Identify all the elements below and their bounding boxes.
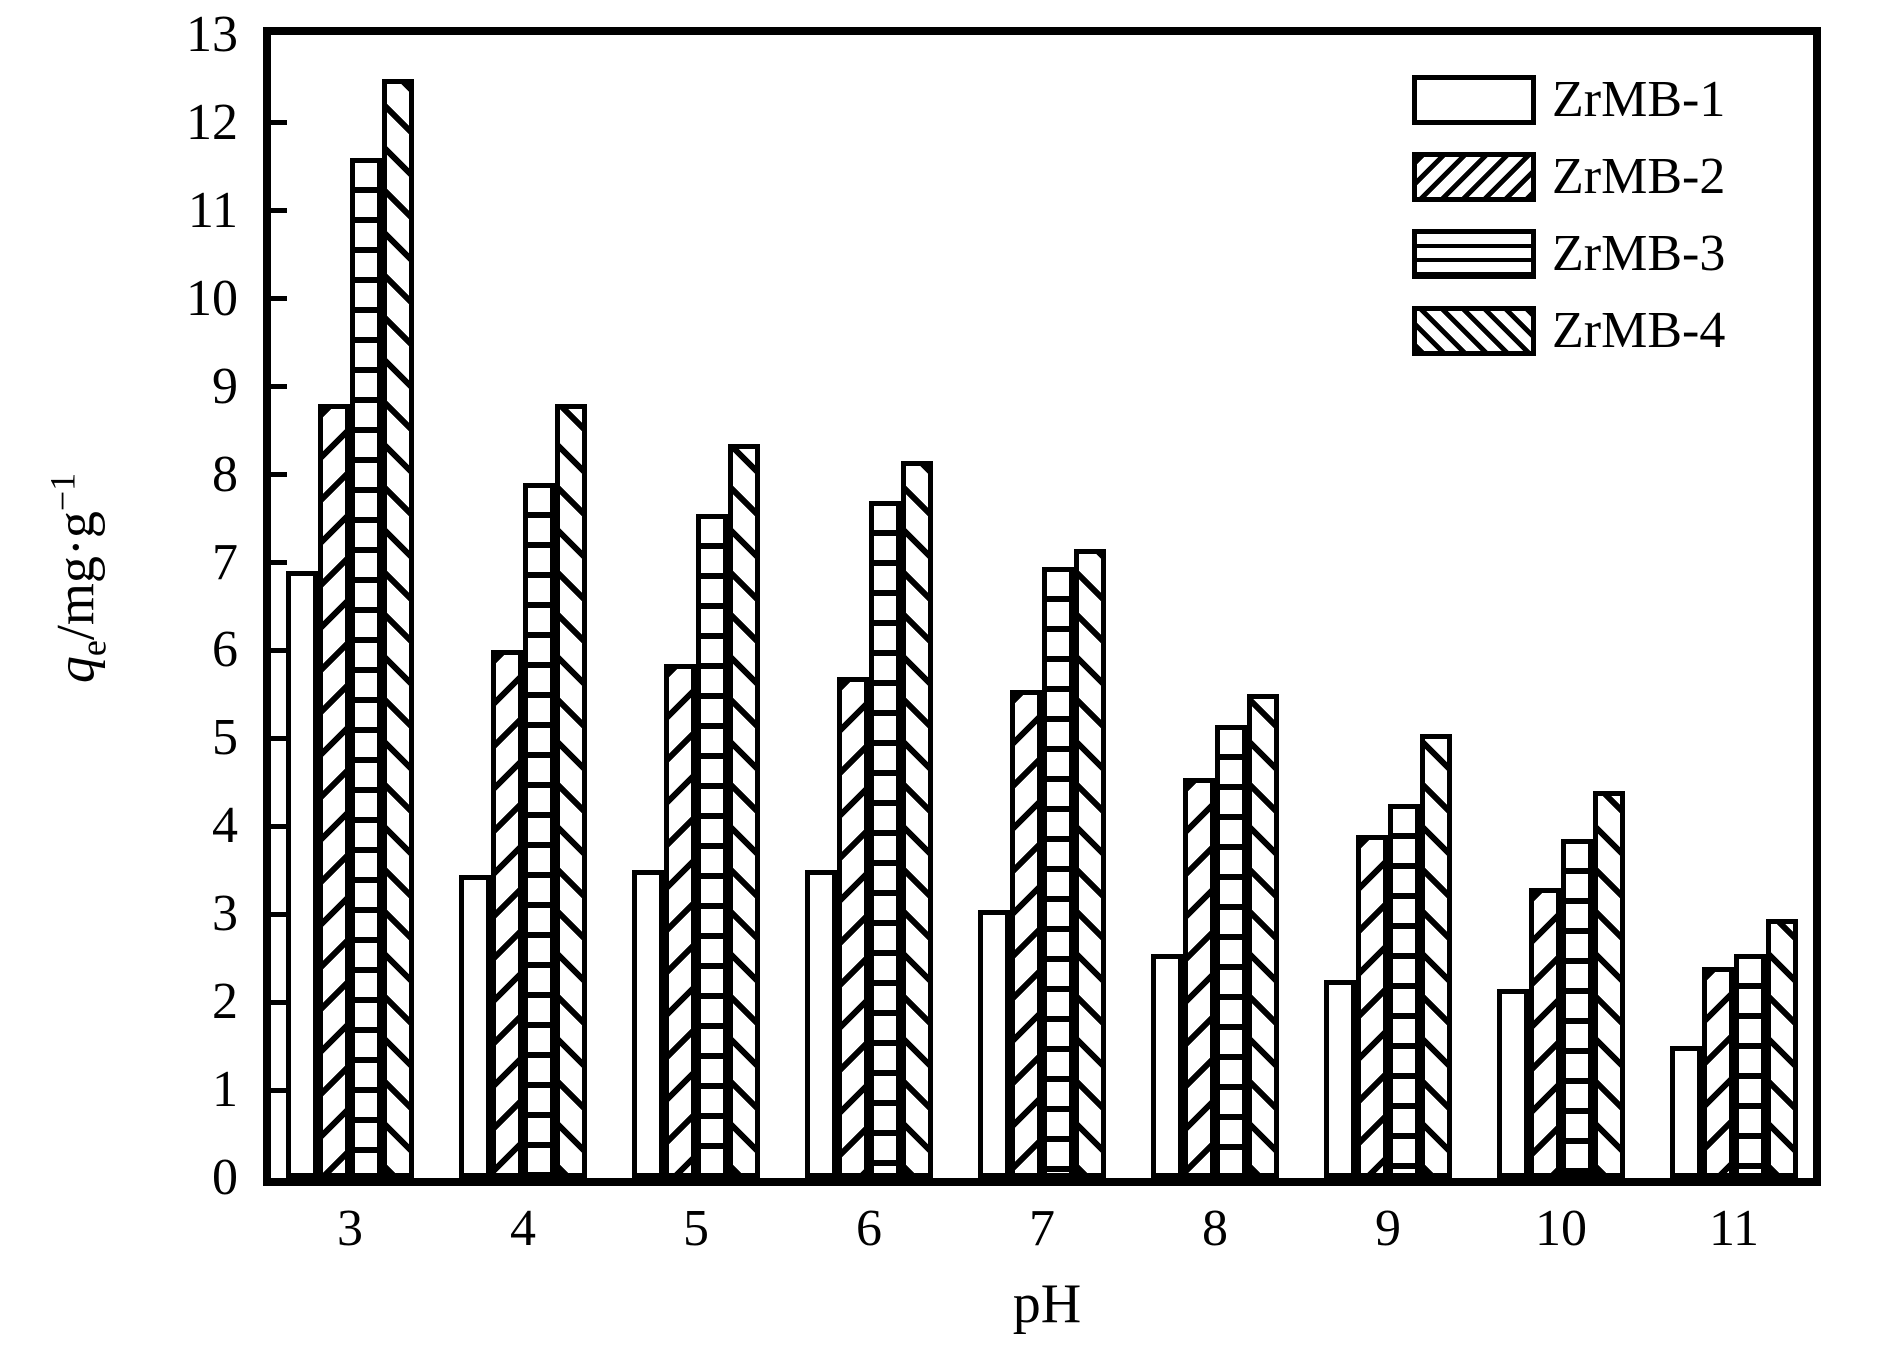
y-tick-label: 4 — [212, 797, 238, 854]
x-tick-label: 4 — [510, 1200, 536, 1257]
bar-ZrMB-3-pH10 — [1561, 839, 1593, 1178]
y-tick-mark — [271, 1000, 287, 1005]
bar-ZrMB-1-pH3 — [286, 571, 318, 1178]
y-tick-label: 8 — [212, 446, 238, 503]
bar-ZrMB-3-pH7 — [1042, 567, 1074, 1178]
y-tick-mark — [271, 736, 287, 741]
y-tick-label: 7 — [212, 534, 238, 591]
bar-ZrMB-2-pH9 — [1356, 835, 1388, 1178]
bar-ZrMB-4-pH4 — [555, 404, 587, 1178]
y-axis-title-sup: −1 — [42, 472, 83, 512]
bar-ZrMB-1-pH10 — [1497, 989, 1529, 1178]
y-axis-title-var: q — [45, 656, 106, 684]
bar-ZrMB-2-pH6 — [837, 677, 869, 1178]
legend-swatch-forward-hatch — [1412, 152, 1536, 202]
y-tick-label: 6 — [212, 621, 238, 678]
x-tick-label: 8 — [1202, 1200, 1228, 1257]
y-tick-label: 3 — [212, 885, 238, 942]
y-tick-mark — [271, 648, 287, 653]
bar-ZrMB-3-pH6 — [869, 501, 901, 1178]
x-tick-label: 6 — [856, 1200, 882, 1257]
y-tick-mark — [271, 824, 287, 829]
bar-ZrMB-3-pH11 — [1734, 954, 1766, 1178]
legend-swatch-horizontal-lines — [1412, 229, 1536, 279]
legend-label: ZrMB-3 — [1552, 225, 1726, 282]
bar-ZrMB-4-pH11 — [1766, 919, 1798, 1178]
y-tick-label: 11 — [187, 182, 238, 239]
x-tick-label: 11 — [1708, 1200, 1760, 1257]
x-tick-label: 7 — [1029, 1200, 1055, 1257]
bar-ZrMB-4-pH9 — [1420, 734, 1452, 1178]
bar-ZrMB-4-pH5 — [728, 444, 760, 1178]
bar-ZrMB-2-pH3 — [318, 404, 350, 1178]
legend: ZrMB-1 ZrMB-2 ZrMB-3 ZrMB-4 — [1412, 71, 1726, 383]
bar-ZrMB-1-pH4 — [459, 875, 491, 1178]
legend-swatch-back-hatch — [1412, 306, 1536, 356]
legend-item-zrmb-3: ZrMB-3 — [1412, 225, 1726, 282]
y-tick-mark — [271, 472, 287, 477]
bar-ZrMB-4-pH10 — [1593, 791, 1625, 1178]
x-axis-title: pH — [1012, 1273, 1082, 1335]
y-axis-title-unit: /mg·g — [45, 511, 106, 641]
legend-swatch-plain — [1412, 75, 1536, 125]
y-tick-mark — [271, 560, 287, 565]
y-tick-label: 1 — [212, 1061, 238, 1118]
y-tick-mark — [271, 384, 287, 389]
plot-area: ZrMB-1 ZrMB-2 ZrMB-3 ZrMB-4 — [263, 27, 1821, 1186]
bar-ZrMB-2-pH11 — [1702, 967, 1734, 1178]
y-tick-label: 2 — [212, 973, 238, 1030]
y-tick-label: 5 — [212, 709, 238, 766]
bar-ZrMB-1-pH5 — [632, 870, 664, 1178]
x-tick-label: 9 — [1375, 1200, 1401, 1257]
bar-ZrMB-1-pH6 — [805, 870, 837, 1178]
y-tick-label: 0 — [212, 1149, 238, 1206]
y-tick-mark — [271, 120, 287, 125]
y-tick-mark — [271, 912, 287, 917]
bar-ZrMB-2-pH4 — [491, 650, 523, 1178]
bar-ZrMB-2-pH8 — [1183, 778, 1215, 1178]
legend-label: ZrMB-4 — [1552, 302, 1726, 359]
bar-ZrMB-1-pH7 — [978, 910, 1010, 1178]
bar-ZrMB-2-pH7 — [1010, 690, 1042, 1178]
bar-ZrMB-4-pH8 — [1247, 694, 1279, 1178]
y-tick-mark — [271, 1088, 287, 1093]
bar-ZrMB-2-pH5 — [664, 664, 696, 1178]
legend-item-zrmb-2: ZrMB-2 — [1412, 148, 1726, 205]
x-tick-label: 3 — [337, 1200, 363, 1257]
bar-ZrMB-3-pH5 — [696, 514, 728, 1178]
bar-ZrMB-4-pH3 — [382, 79, 414, 1178]
bar-ZrMB-4-pH7 — [1074, 549, 1106, 1178]
bar-ZrMB-3-pH8 — [1215, 725, 1247, 1178]
legend-label: ZrMB-2 — [1552, 148, 1726, 205]
y-axis-title: qe/mg·g−1 — [36, 473, 121, 683]
x-tick-label: 5 — [683, 1200, 709, 1257]
legend-item-zrmb-4: ZrMB-4 — [1412, 302, 1726, 359]
y-axis-title-sub: e — [73, 640, 114, 657]
y-tick-label: 13 — [186, 6, 238, 63]
y-tick-label: 10 — [186, 270, 238, 327]
y-tick-mark — [271, 208, 287, 213]
bar-ZrMB-1-pH11 — [1670, 1046, 1702, 1178]
legend-label: ZrMB-1 — [1552, 71, 1726, 128]
bar-ZrMB-1-pH8 — [1151, 954, 1183, 1178]
bar-ZrMB-2-pH10 — [1529, 888, 1561, 1178]
bar-ZrMB-4-pH6 — [901, 461, 933, 1178]
y-tick-label: 9 — [212, 358, 238, 415]
y-tick-mark — [271, 296, 287, 301]
x-tick-label: 10 — [1535, 1200, 1587, 1257]
y-tick-label: 12 — [186, 94, 238, 151]
bar-ZrMB-3-pH3 — [350, 158, 382, 1178]
bar-ZrMB-3-pH4 — [523, 483, 555, 1178]
bar-ZrMB-1-pH9 — [1324, 980, 1356, 1178]
bar-ZrMB-3-pH9 — [1388, 804, 1420, 1178]
legend-item-zrmb-1: ZrMB-1 — [1412, 71, 1726, 128]
